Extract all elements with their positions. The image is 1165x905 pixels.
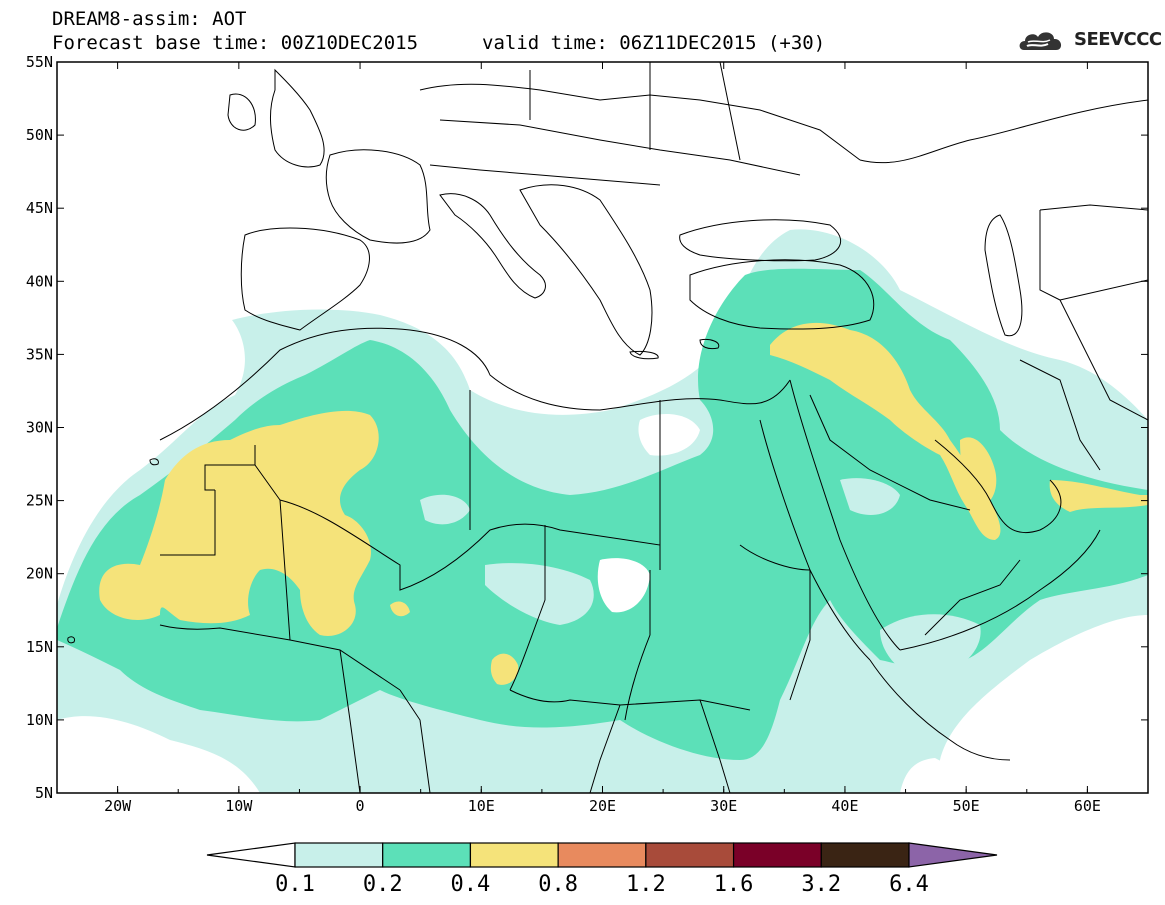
aot-level-0-4: [99, 322, 1148, 685]
lat-label: 55N: [26, 53, 53, 71]
cloud-logo-icon: [1019, 32, 1062, 50]
legend-level-label: 0.1: [275, 872, 315, 897]
legend-level-label: 0.2: [363, 872, 403, 897]
lon-label: 30E: [710, 797, 737, 815]
legend-level-label: 0.8: [538, 872, 578, 897]
lat-label: 40N: [26, 272, 53, 290]
aot-clear-areas: [57, 414, 955, 793]
legend-swatch: [645, 842, 735, 868]
legend-swatch: [382, 842, 472, 868]
legend-swatch: [469, 842, 559, 868]
lon-label: 10E: [468, 797, 495, 815]
legend-swatch: [294, 842, 384, 868]
lon-label: 40E: [831, 797, 858, 815]
valid-time-label: valid time: 06Z11DEC2015 (+30): [482, 32, 826, 54]
legend-level-label: 1.2: [626, 872, 666, 897]
lon-label: 50E: [953, 797, 980, 815]
lat-label: 50N: [26, 126, 53, 144]
lon-label: 20E: [589, 797, 616, 815]
lat-labels: 55N 50N 45N 40N 35N 30N 25N 20N 15N 10N 5N: [26, 53, 53, 802]
map-title: DREAM8-assim: AOT: [52, 8, 247, 30]
base-time-label: Forecast base time: 00Z10DEC2015: [52, 32, 419, 54]
logo-text: SEEVCCC: [1074, 29, 1162, 50]
color-legend-labels: 0.1 0.2 0.4 0.8 1.2 1.6 3.2 6.4: [275, 872, 929, 897]
legend-swatch: [557, 842, 647, 868]
legend-level-label: 1.6: [714, 872, 754, 897]
lat-label: 15N: [26, 638, 53, 656]
aot-light-patches: [290, 354, 981, 680]
legend-arrow-low: [206, 842, 296, 868]
lon-label: 0: [356, 797, 365, 815]
lon-ticks: [56, 62, 1149, 793]
legend-level-label: 3.2: [801, 872, 841, 897]
lat-label: 10N: [26, 711, 53, 729]
lat-label: 25N: [26, 492, 53, 510]
dust-contours: [57, 229, 1148, 793]
legend-level-label: 6.4: [889, 872, 929, 897]
color-legend: [206, 842, 998, 868]
lat-ticks: [57, 61, 1148, 794]
legend-swatch: [732, 842, 822, 868]
lon-labels: 20W 10W 0 10E 20E 30E 40E 50E 60E: [104, 797, 1101, 815]
lat-label: 5N: [35, 784, 53, 802]
legend-arrow-high: [908, 842, 998, 868]
legend-swatch: [820, 842, 910, 868]
lat-label: 20N: [26, 565, 53, 583]
lon-label: 10W: [225, 797, 253, 815]
lon-label: 60E: [1074, 797, 1101, 815]
lat-label: 30N: [26, 419, 53, 437]
country-boundaries: [67, 62, 1148, 793]
lon-label: 20W: [104, 797, 132, 815]
legend-level-label: 0.4: [451, 872, 491, 897]
lat-label: 35N: [26, 345, 53, 363]
lat-label: 45N: [26, 199, 53, 217]
